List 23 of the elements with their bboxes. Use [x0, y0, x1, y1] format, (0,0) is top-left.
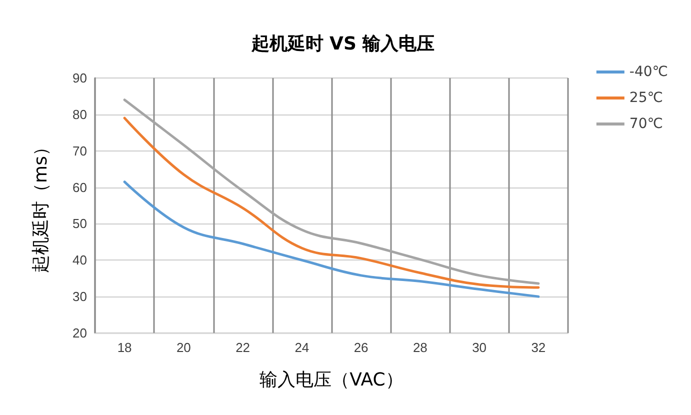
y-tick-label: 20 [72, 326, 87, 340]
legend-label: 25℃ [629, 90, 663, 106]
x-tick-label: 26 [354, 340, 368, 355]
x-axis-title: 输入电压（VAC） [260, 370, 404, 390]
y-tick-label: 70 [72, 143, 87, 158]
y-tick-label: 40 [72, 252, 87, 268]
x-tick-label: 20 [176, 340, 191, 355]
x-tick-label: 22 [236, 340, 250, 355]
y-axis-title: 起机延时（ms） [30, 138, 52, 273]
y-tick-label: 60 [72, 180, 87, 195]
x-tick-label: 18 [117, 340, 132, 355]
chart-title: 起机延时 VS 输入电压 [250, 34, 435, 54]
y-tick-label: 50 [72, 216, 87, 232]
y-tick-label: 90 [72, 70, 87, 86]
x-tick-label: 30 [472, 340, 487, 355]
x-tick-label: 32 [531, 340, 546, 355]
y-tick-label: 30 [72, 289, 87, 304]
y-tick-label: 80 [72, 106, 87, 122]
x-tick-label: 28 [412, 340, 428, 355]
legend-label: 70℃ [629, 116, 663, 132]
line-series [123, 180, 540, 298]
x-tick-label: 24 [294, 340, 310, 355]
legend-label: -40℃ [629, 64, 668, 80]
